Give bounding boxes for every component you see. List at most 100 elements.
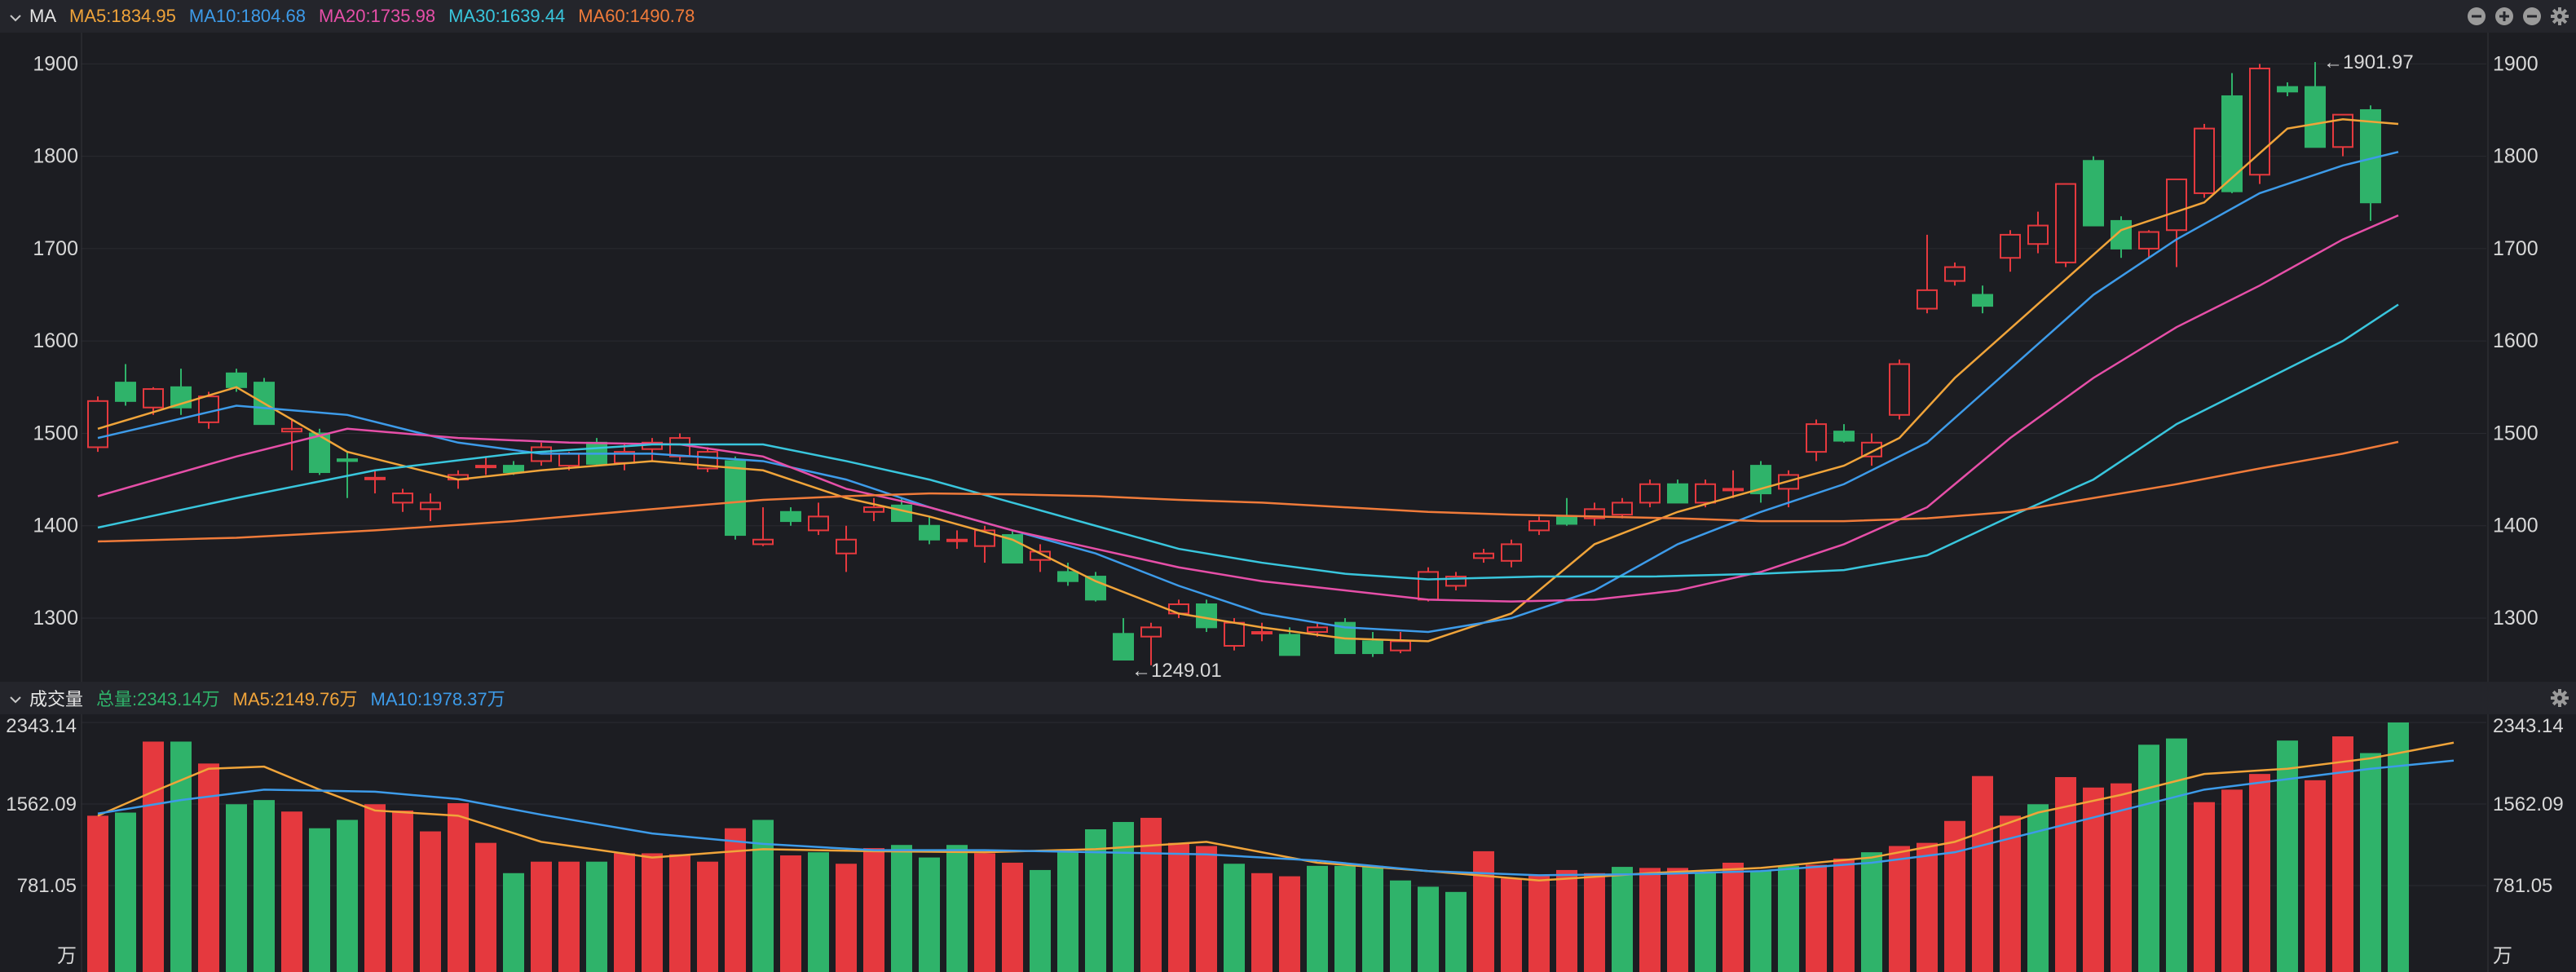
candle-body — [337, 458, 358, 462]
volume-bar — [614, 853, 635, 972]
candle-body — [1473, 552, 1494, 559]
candle-body — [1612, 501, 1633, 516]
volume-bar — [1334, 865, 1356, 972]
candle-body — [1140, 626, 1162, 638]
volume-bar — [364, 804, 386, 972]
candle-body — [1390, 640, 1411, 652]
candle-body — [226, 372, 247, 388]
volume-bar — [974, 853, 995, 972]
candle-body — [836, 538, 857, 554]
ma30-indicator: MA30:1639.44 — [448, 6, 566, 26]
volume-bar — [1196, 846, 1217, 972]
volume-bar — [1750, 871, 1771, 972]
chevron-down-icon[interactable] — [8, 9, 23, 24]
ma5-indicator: MA5:1834.95 — [69, 6, 176, 26]
volume-bar — [2138, 744, 2159, 972]
volume-bar — [808, 852, 829, 972]
vol-unit-label-left: 万 — [57, 945, 77, 967]
volume-bar — [115, 812, 136, 972]
candle-body — [946, 538, 968, 542]
volume-bar — [1390, 880, 1411, 972]
ma-line-ma10 — [97, 151, 2399, 634]
candle-body — [1528, 520, 1550, 532]
gear-icon[interactable] — [2550, 688, 2569, 708]
candle-body — [1224, 621, 1245, 647]
volume-bar — [1362, 865, 1383, 972]
y-tick-label-left: 1700 — [33, 237, 78, 260]
volume-bar — [254, 800, 275, 972]
volume-bar — [475, 842, 496, 972]
volume-bar — [1556, 869, 1577, 972]
vol-tick-label-left: 781.05 — [17, 875, 77, 897]
candle-body — [392, 493, 413, 504]
candle-body — [1279, 634, 1300, 656]
volume-bar — [420, 831, 441, 972]
candle-body — [558, 453, 580, 467]
volume-bar — [1778, 865, 1799, 972]
y-tick-label-left: 1900 — [33, 52, 78, 75]
volume-bar — [2111, 783, 2132, 972]
y-tick-label-right: 1800 — [2493, 145, 2539, 168]
candle-body — [475, 465, 496, 469]
ma-line-ma60 — [97, 440, 2399, 543]
candle-body — [780, 510, 801, 523]
volume-bar — [1445, 891, 1467, 972]
minus-circle-icon[interactable] — [2522, 7, 2542, 26]
volume-bar — [780, 855, 801, 972]
volume-bar — [337, 820, 358, 972]
volume-bar — [2221, 789, 2243, 972]
candle-body — [1667, 483, 1688, 504]
candle-body — [1307, 626, 1328, 634]
total-volume-indicator: 总量:2343.14万 — [96, 689, 220, 709]
candle-body — [2305, 86, 2326, 148]
volume-bar — [1667, 868, 1688, 972]
candle-body — [1639, 483, 1661, 504]
candle-body — [1362, 640, 1383, 655]
candle-body — [725, 460, 746, 537]
price-annotation: ←1249.01 — [1131, 660, 1222, 682]
volume-bar — [1030, 869, 1051, 972]
candle-body — [1556, 515, 1577, 525]
y-tick-label-left: 1600 — [33, 329, 78, 352]
chevron-down-icon[interactable] — [8, 691, 23, 705]
candle-body — [281, 427, 302, 433]
volume-bar — [2305, 780, 2326, 972]
candle-body — [1030, 550, 1051, 561]
vol-tick-label-right: 2343.14 — [2493, 715, 2564, 737]
candle-body — [2000, 233, 2021, 259]
volume-bar — [392, 810, 413, 972]
candle-body — [1889, 363, 1910, 416]
candle-body — [1917, 289, 1938, 310]
candle-body — [2166, 178, 2187, 232]
candle-body — [2194, 127, 2215, 194]
volume-bar — [531, 861, 552, 972]
candlestick-chart[interactable]: 1300 1300 1400 1400 1500 1500 1600 1600 1700 1700… — [0, 33, 2576, 682]
plus-circle-icon[interactable] — [2494, 7, 2514, 26]
volume-bar — [2360, 753, 2381, 972]
candle-body — [1695, 483, 1716, 504]
volume-bar — [1057, 852, 1078, 972]
volume-bar — [2194, 802, 2215, 972]
volume-bar — [1473, 850, 1494, 972]
gear-icon[interactable] — [2550, 7, 2569, 26]
volume-bar — [669, 854, 690, 972]
vol-tick-label-left: 2343.14 — [6, 715, 77, 737]
candle-body — [1833, 431, 1855, 442]
candle-body — [1445, 576, 1467, 587]
volume-bar — [946, 845, 968, 972]
candle-body — [2138, 231, 2159, 250]
candle-body — [919, 524, 940, 541]
candle-body — [1861, 441, 1882, 457]
vol-unit-label-right: 万 — [2493, 945, 2512, 967]
minus-circle-icon[interactable] — [2467, 7, 2486, 26]
candle-body — [1722, 488, 1744, 492]
candle-body — [198, 395, 219, 423]
candle-body — [1806, 423, 1827, 453]
volume-bar — [891, 845, 912, 972]
volume-bar — [1612, 867, 1633, 972]
candle-body — [2027, 224, 2049, 245]
candle-body — [143, 388, 164, 409]
volume-panel-title: 成交量 — [29, 689, 84, 709]
volume-chart[interactable]: 781.05 781.05 1562.09 1562.09 2343.14 2343.14… — [0, 714, 2576, 972]
volume-bar — [2249, 774, 2270, 972]
